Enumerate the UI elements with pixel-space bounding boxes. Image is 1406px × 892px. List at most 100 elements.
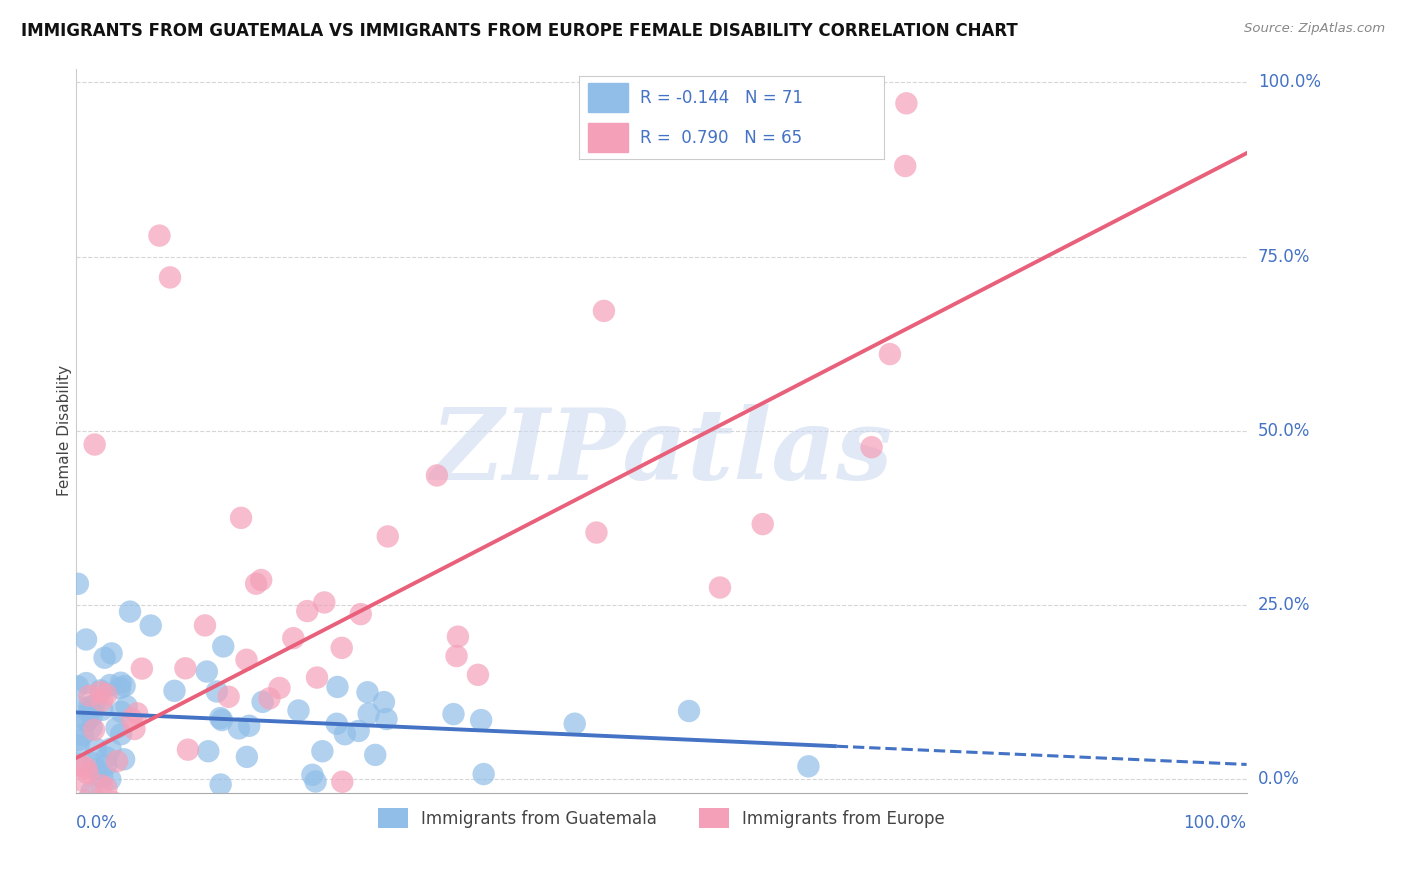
Point — [66, 733, 89, 747]
Point — [751, 517, 773, 532]
Point — [110, 705, 132, 719]
Point — [118, 806, 141, 821]
Point — [90, 806, 112, 821]
Point — [218, 690, 240, 704]
Point — [236, 750, 259, 764]
Point — [76, 793, 98, 807]
Y-axis label: Female Disability: Female Disability — [58, 365, 72, 496]
Point — [80, 709, 103, 723]
Point — [139, 806, 162, 821]
Point — [797, 759, 820, 773]
Text: IMMIGRANTS FROM GUATEMALA VS IMMIGRANTS FROM EUROPE FEMALE DISABILITY CORRELATIO: IMMIGRANTS FROM GUATEMALA VS IMMIGRANTS … — [21, 22, 1018, 40]
Point — [76, 766, 98, 780]
Point — [100, 647, 122, 661]
Point — [287, 704, 309, 718]
Point — [467, 668, 489, 682]
Point — [96, 781, 118, 796]
Point — [194, 618, 217, 632]
Point — [163, 683, 186, 698]
Point — [252, 695, 274, 709]
Point — [89, 800, 111, 814]
Point — [330, 640, 353, 655]
Point — [472, 767, 495, 781]
Point — [103, 795, 125, 809]
Point — [377, 529, 399, 543]
Point — [75, 761, 97, 775]
Point — [446, 648, 468, 663]
Point — [356, 685, 378, 699]
Point — [347, 723, 370, 738]
Text: 0.0%: 0.0% — [1258, 770, 1299, 788]
Point — [97, 806, 120, 821]
Point — [98, 678, 121, 692]
Point — [177, 742, 200, 756]
Point — [96, 750, 118, 764]
Point — [98, 772, 121, 787]
Point — [305, 671, 328, 685]
Point — [229, 511, 252, 525]
Point — [139, 618, 162, 632]
Point — [94, 806, 117, 821]
Point — [148, 228, 170, 243]
Point — [96, 688, 118, 702]
Point — [159, 270, 181, 285]
Point — [127, 706, 149, 721]
Point — [83, 437, 105, 451]
Point — [124, 722, 146, 736]
Point — [259, 691, 281, 706]
Point — [188, 806, 211, 821]
Point — [91, 703, 114, 717]
Point — [314, 595, 336, 609]
Point — [326, 716, 349, 731]
Point — [238, 719, 260, 733]
Point — [228, 722, 250, 736]
Point — [96, 758, 118, 772]
Point — [301, 768, 323, 782]
Point — [195, 665, 218, 679]
Point — [84, 763, 107, 777]
Point — [82, 806, 104, 821]
Point — [67, 756, 90, 771]
Point — [110, 675, 132, 690]
Point — [66, 679, 89, 693]
Point — [269, 681, 291, 695]
Text: 25.0%: 25.0% — [1258, 596, 1310, 614]
Point — [105, 721, 128, 735]
Point — [91, 693, 114, 707]
Text: 100.0%: 100.0% — [1258, 73, 1320, 92]
Point — [77, 699, 100, 714]
Point — [105, 754, 128, 768]
Point — [89, 685, 111, 699]
Point — [250, 573, 273, 587]
Point — [564, 716, 586, 731]
Point — [91, 770, 114, 784]
Point — [209, 711, 232, 725]
Point — [311, 744, 333, 758]
Point — [114, 679, 136, 693]
Point — [326, 680, 349, 694]
Point — [108, 681, 131, 696]
Point — [245, 806, 267, 821]
Point — [470, 713, 492, 727]
Point — [75, 632, 97, 647]
Point — [860, 440, 883, 454]
Point — [197, 744, 219, 758]
Point — [283, 631, 305, 645]
Point — [82, 756, 104, 771]
Point — [174, 661, 197, 675]
Point — [212, 640, 235, 654]
Point — [447, 630, 470, 644]
Point — [80, 806, 103, 821]
Point — [100, 741, 122, 756]
Point — [205, 684, 228, 698]
Point — [896, 96, 918, 111]
Point — [373, 695, 395, 709]
Point — [364, 747, 387, 762]
Point — [131, 662, 153, 676]
Point — [350, 607, 373, 621]
Point — [80, 721, 103, 735]
Point — [879, 347, 901, 361]
Point — [709, 581, 731, 595]
Point — [304, 774, 326, 789]
Point — [83, 723, 105, 737]
